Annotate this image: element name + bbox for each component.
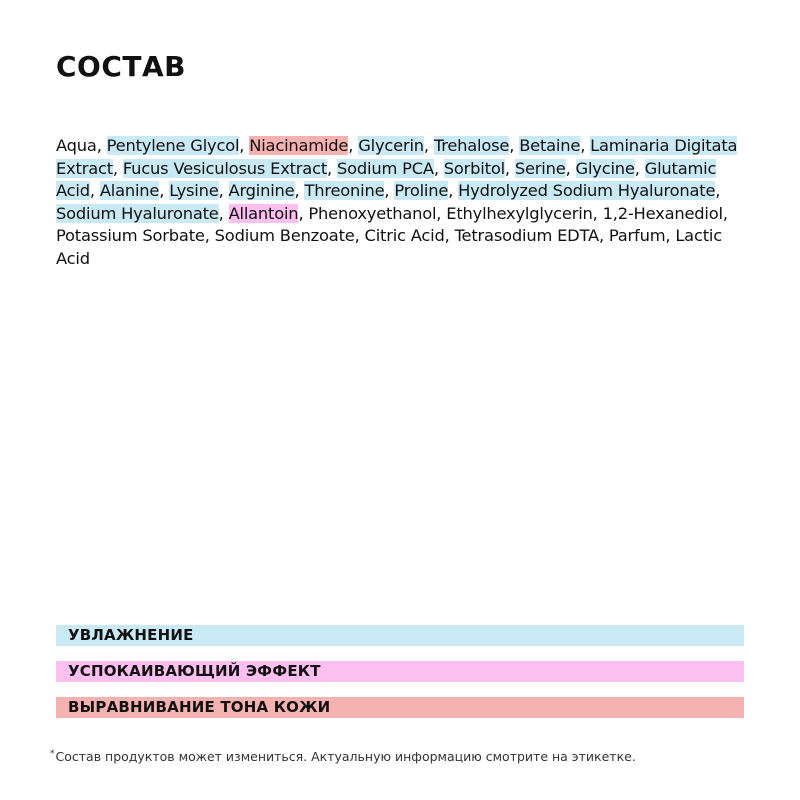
asterisk: * bbox=[50, 749, 55, 759]
disclaimer-note: *Состав продуктов может измениться. Акту… bbox=[50, 749, 636, 764]
ingredient: Ethylhexylglycerin bbox=[446, 203, 593, 223]
ingredient: Lactic Acid bbox=[56, 226, 722, 268]
disclaimer-text: Состав продуктов может измениться. Актуа… bbox=[55, 749, 636, 765]
ingredient: Parfum bbox=[608, 226, 666, 245]
ingredient: Glycerin bbox=[358, 136, 424, 155]
ingredient: Allantoin bbox=[228, 203, 299, 223]
ingredient: Sodium Hyaluronate bbox=[56, 203, 219, 223]
ingredient: Pentylene Glycol bbox=[106, 136, 240, 155]
ingredient: 1,2-Hexanediol bbox=[602, 203, 723, 223]
ingredient: Citric Acid bbox=[364, 226, 445, 245]
ingredient: Trehalose bbox=[433, 136, 510, 155]
ingredients-list: Aqua, Pentylene Glycol, Niacinamide, Gly… bbox=[56, 136, 738, 268]
legend-calming: УСПОКАИВАЮЩИЙ ЭФФЕКТ bbox=[56, 661, 744, 682]
ingredient: Niacinamide bbox=[249, 136, 349, 155]
ingredient: Betaine bbox=[519, 136, 581, 155]
ingredient: Arginine bbox=[228, 181, 295, 200]
ingredient: Alanine bbox=[99, 181, 160, 200]
ingredient: Sodium PCA bbox=[336, 158, 434, 178]
ingredient: Sodium Benzoate bbox=[214, 226, 355, 245]
ingredient: Sorbitol bbox=[443, 158, 505, 178]
ingredient: Tetrasodium EDTA bbox=[454, 226, 600, 245]
ingredient: Glycine bbox=[575, 158, 635, 178]
ingredient: Lysine bbox=[169, 181, 219, 200]
legend-tone: ВЫРАВНИВАНИЕ ТОНА КОЖИ bbox=[56, 697, 744, 718]
page-title: СОСТАВ bbox=[56, 50, 187, 83]
ingredient: Aqua bbox=[56, 136, 97, 155]
ingredient: Fucus Vesiculosus Extract bbox=[122, 158, 328, 178]
ingredient: Serine bbox=[514, 158, 566, 178]
ingredient: Proline bbox=[394, 181, 449, 200]
legend-hydration: УВЛАЖНЕНИЕ bbox=[56, 625, 744, 646]
ingredient: Hydrolyzed Sodium Hyaluronate bbox=[458, 181, 716, 200]
ingredient: Potassium Sorbate bbox=[56, 226, 205, 245]
ingredient: Phenoxyethanol bbox=[308, 203, 437, 223]
ingredient: Threonine bbox=[304, 181, 385, 200]
